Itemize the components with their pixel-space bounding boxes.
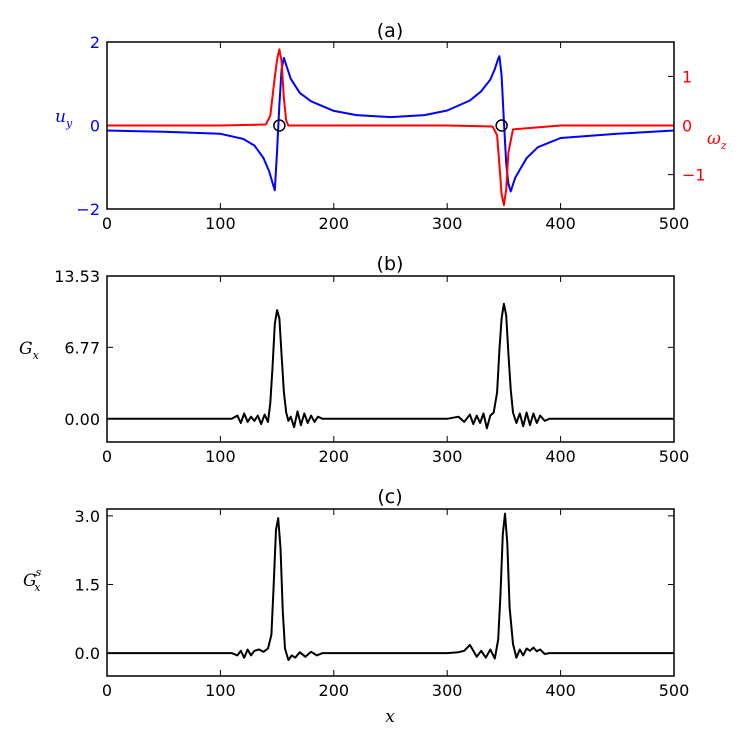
panel-c: (c) Gs x 0 100 200 300 400 500 3.0 1.5 0.0 x — [23, 486, 689, 727]
panel-b-ylabel: Gx — [19, 339, 40, 362]
y-tick-label: 3.0 — [75, 507, 100, 526]
panel-b-title: (b) — [377, 253, 404, 275]
panel-a-right-ylabel: ωz — [707, 129, 727, 152]
x-tick-label: 500 — [659, 681, 690, 700]
y-tick-label: 13.53 — [54, 267, 100, 286]
x-tick-label: 0 — [102, 447, 112, 466]
y-tick-label: 0.0 — [75, 644, 100, 663]
series-line-1 — [107, 48, 674, 207]
x-tick-label: 400 — [545, 447, 576, 466]
panel-a-left-ylabel: uy — [55, 107, 73, 130]
y-tick-label: 6.77 — [64, 338, 100, 357]
y-tick-label: 0 — [90, 117, 100, 136]
panel-c-title: (c) — [377, 486, 402, 508]
x-tick-label: 200 — [319, 447, 350, 466]
panel-c-xlabel: x — [385, 707, 395, 727]
panel-a-frame — [106, 41, 675, 210]
y-tick-label: 1.5 — [75, 575, 100, 594]
x-tick-label: 500 — [659, 447, 690, 466]
panel-c-plot-area: 0 100 200 300 400 500 3.0 1.5 0.0 — [75, 507, 690, 700]
panel-b: (b) Gx 0 100 200 300 400 500 13.53 6.77 0.00 — [19, 253, 689, 466]
x-tick-label: 200 — [319, 681, 350, 700]
x-tick-label: 400 — [545, 214, 576, 233]
zero-crossing-marker — [273, 119, 286, 132]
x-tick-label: 300 — [432, 447, 463, 466]
y-tick-label-right: −1 — [682, 166, 706, 185]
y-tick-label: 2 — [90, 33, 100, 52]
zero-crossing-marker — [495, 119, 508, 132]
x-tick-label: 300 — [432, 681, 463, 700]
series-line-0 — [106, 55, 675, 193]
x-tick-label: 500 — [659, 214, 690, 233]
x-tick-label: 300 — [432, 214, 463, 233]
y-tick-label: 0.00 — [64, 410, 100, 429]
y-tick-label-right: 1 — [682, 67, 692, 86]
x-tick-label: 200 — [319, 214, 350, 233]
x-tick-label: 0 — [102, 214, 112, 233]
x-tick-label: 0 — [102, 681, 112, 700]
x-tick-label: 100 — [205, 447, 236, 466]
x-tick-label: 100 — [205, 681, 236, 700]
y-tick-label-right: 0 — [682, 117, 692, 136]
x-tick-label: 100 — [205, 214, 236, 233]
series-line-0 — [107, 302, 674, 430]
series-line-0 — [107, 512, 674, 661]
y-tick-label: −2 — [76, 200, 100, 219]
panel-a-title: (a) — [377, 20, 403, 42]
panel-b-plot-area: 0 100 200 300 400 500 13.53 6.77 0.00 — [54, 267, 689, 466]
panel-c-ylabel: Gs x — [23, 566, 42, 594]
x-tick-label: 400 — [545, 681, 576, 700]
panel-c-frame — [106, 508, 675, 677]
panel-b-frame — [106, 275, 675, 443]
